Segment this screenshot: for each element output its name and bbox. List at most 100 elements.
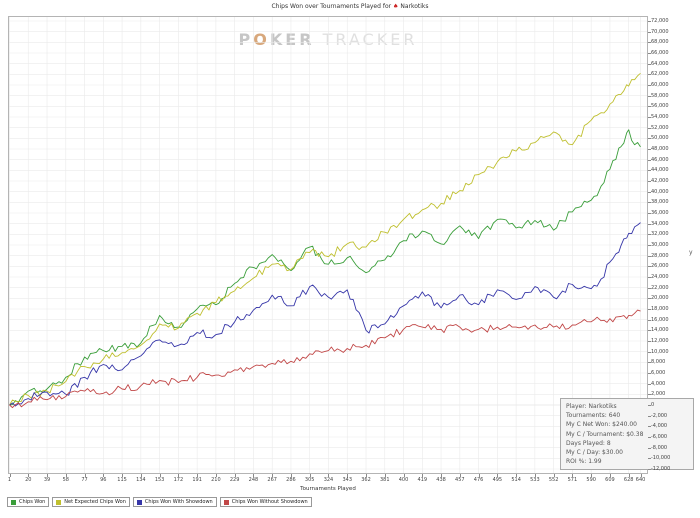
y-tick-label: 40,000 bbox=[651, 188, 669, 195]
x-tick-label: 286 bbox=[286, 477, 296, 483]
x-tick-label: 96 bbox=[100, 477, 107, 483]
legend-label: Net Expected Chips Won bbox=[64, 499, 126, 505]
y-tick-label: -2,000 bbox=[651, 412, 668, 419]
y-tick-label: 26,000 bbox=[651, 263, 669, 270]
legend-label: Chips Won Without Showdown bbox=[231, 499, 308, 505]
stats-line: My C / Tournament: $0.38 bbox=[566, 430, 644, 438]
y-tick-mark bbox=[648, 458, 651, 460]
x-tick-mark bbox=[65, 474, 67, 477]
y-tick-label: 0 bbox=[651, 402, 655, 408]
x-tick-mark bbox=[234, 474, 236, 477]
x-tick-mark bbox=[215, 474, 217, 477]
x-tick-label: 609 bbox=[605, 477, 615, 483]
x-tick-mark bbox=[290, 474, 292, 477]
legend-label: Chips Won bbox=[19, 499, 46, 505]
x-tick-mark bbox=[553, 474, 555, 477]
y-tick-mark bbox=[648, 106, 651, 108]
y-tick-mark bbox=[648, 437, 651, 438]
y-tick-mark bbox=[648, 341, 651, 342]
x-tick-label: 134 bbox=[136, 477, 146, 483]
x-tick-mark bbox=[28, 474, 30, 477]
y-tick-mark bbox=[648, 383, 651, 385]
y-tick-label: -4,000 bbox=[651, 423, 668, 430]
y-tick-mark bbox=[648, 234, 651, 236]
x-tick-label: 58 bbox=[62, 477, 69, 483]
y-tick-mark bbox=[648, 287, 651, 289]
y-tick-mark bbox=[648, 74, 651, 76]
x-tick-label: 419 bbox=[417, 477, 428, 483]
series-line-chips-won bbox=[9, 129, 641, 406]
stats-line: Tournaments: 640 bbox=[566, 412, 621, 420]
y-tick-mark bbox=[648, 223, 651, 225]
y-tick-label: 10,000 bbox=[651, 348, 669, 355]
y-tick-label: 60,000 bbox=[651, 82, 669, 88]
x-tick-label: 438 bbox=[436, 477, 446, 483]
y-tick-label: 6,000 bbox=[651, 370, 666, 376]
y-tick-mark bbox=[648, 255, 651, 257]
stats-line: ROI %: 1.99 bbox=[566, 458, 602, 466]
x-tick-label: 229 bbox=[229, 477, 240, 483]
x-tick-mark bbox=[122, 474, 124, 477]
stats-line: My C / Day: $30.00 bbox=[566, 449, 623, 457]
y-tick-label: 16,000 bbox=[651, 316, 669, 323]
chart-title-text: Chips Won over Tournaments Played for bbox=[271, 3, 392, 10]
y-tick-mark bbox=[648, 309, 651, 310]
x-tick-label: 571 bbox=[567, 477, 578, 483]
x-tick-label: 362 bbox=[361, 477, 371, 483]
y-tick-label: 56,000 bbox=[651, 103, 669, 110]
legend-item: Chips Won With Showdown bbox=[132, 497, 217, 507]
x-tick-mark bbox=[516, 474, 518, 477]
y-tick-mark bbox=[648, 149, 651, 150]
series-line-net-expected-chips-won bbox=[9, 72, 641, 406]
x-tick-mark bbox=[497, 474, 499, 477]
x-tick-mark bbox=[609, 474, 611, 477]
x-tick-label: 267 bbox=[267, 477, 277, 483]
x-tick-mark bbox=[309, 474, 311, 477]
x-tick-label: 248 bbox=[248, 477, 259, 483]
y-axis-title: y bbox=[689, 249, 693, 256]
y-tick-label: 48,000 bbox=[651, 146, 669, 152]
x-tick-label: 324 bbox=[323, 477, 334, 483]
legend-item: Chips Won bbox=[7, 497, 50, 507]
x-tick-mark bbox=[640, 474, 642, 477]
legend-swatch bbox=[11, 499, 16, 505]
gridlines bbox=[9, 17, 647, 473]
y-tick-label: 52,000 bbox=[651, 124, 669, 131]
x-tick-mark bbox=[384, 474, 386, 477]
x-tick-mark bbox=[534, 474, 536, 477]
x-tick-mark bbox=[159, 474, 161, 477]
legend: Chips Won Net Expected Chips Won Chips Won… bbox=[7, 497, 312, 507]
plot-area: POKER TRACKER bbox=[8, 16, 648, 474]
y-tick-label: 66,000 bbox=[651, 50, 669, 56]
y-tick-mark bbox=[648, 362, 651, 364]
y-tick-mark bbox=[648, 117, 651, 118]
legend-label: Chips Won With Showdown bbox=[144, 499, 213, 505]
y-tick-mark bbox=[648, 351, 651, 353]
y-tick-label: 58,000 bbox=[651, 92, 669, 99]
y-tick-label: 24,000 bbox=[651, 274, 669, 280]
y-tick-label: 70,000 bbox=[651, 28, 669, 35]
y-tick-mark bbox=[648, 42, 651, 44]
series-line-chips-won-without-showdown bbox=[9, 309, 641, 409]
x-tick-mark bbox=[366, 474, 367, 477]
y-tick-mark bbox=[648, 298, 651, 300]
x-tick-label: 381 bbox=[379, 477, 390, 483]
legend-item: Chips Won Without Showdown bbox=[219, 497, 312, 507]
y-tick-mark bbox=[648, 31, 651, 33]
y-tick-label: 32,000 bbox=[651, 231, 669, 238]
y-tick-mark bbox=[648, 469, 651, 470]
y-tick-label: 30,000 bbox=[651, 242, 669, 248]
y-tick-mark bbox=[648, 405, 651, 406]
y-tick-mark bbox=[648, 181, 651, 182]
x-tick-label: 514 bbox=[511, 477, 521, 483]
x-tick-mark bbox=[422, 474, 424, 477]
y-tick-label: 2,000 bbox=[651, 391, 666, 398]
x-tick-label: 457 bbox=[455, 477, 465, 483]
x-tick-mark bbox=[9, 474, 11, 477]
y-tick-label: 18,000 bbox=[651, 306, 669, 312]
y-tick-mark bbox=[648, 330, 651, 332]
x-tick-label: 552 bbox=[548, 477, 559, 483]
stats-infobox: Player: Narkotiks Tournaments: 640 My C Ne… bbox=[560, 398, 694, 471]
chart-canvas bbox=[9, 17, 647, 473]
